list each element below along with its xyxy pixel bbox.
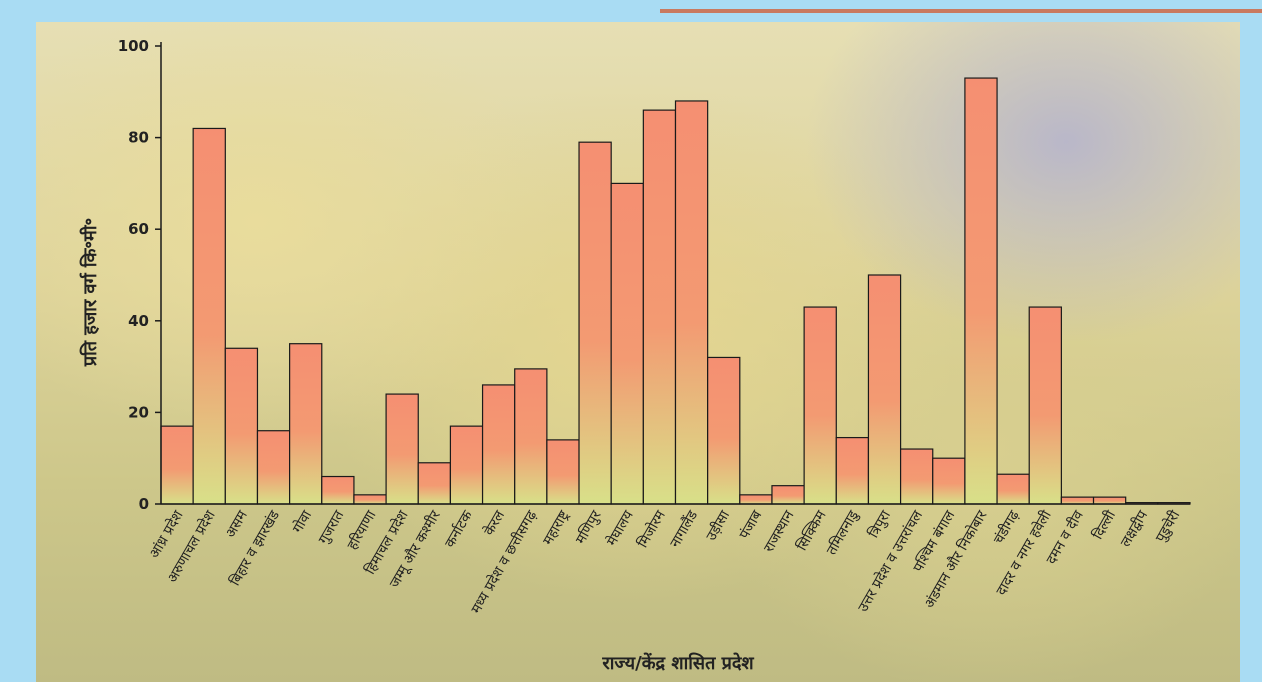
x-category-label: चंडीगढ़	[990, 507, 1023, 547]
bar	[610, 182, 644, 505]
bar	[481, 384, 516, 505]
y-ticks-group: 0 20 40 60 80 100	[118, 37, 161, 513]
bar-chart: 0 20 40 60 80 100 आंध्र प्रदेशअरुणाचल प्रदेश अ…	[79, 37, 1191, 674]
x-category-label: महाराष्ट्र	[540, 507, 573, 548]
x-category-label: उड़ीसा	[703, 507, 734, 543]
bar	[449, 425, 484, 505]
x-category-label: पंजाब	[737, 507, 766, 542]
bar	[899, 448, 934, 505]
bar	[289, 343, 323, 505]
x-category-label: तमिलनाडु	[823, 507, 862, 558]
bar	[771, 485, 805, 505]
bar	[160, 425, 194, 505]
bar	[321, 475, 355, 505]
bar	[803, 306, 837, 505]
x-category-label: राजस्थान	[761, 508, 798, 555]
bar	[578, 141, 612, 505]
bar	[514, 368, 548, 505]
bar	[867, 274, 902, 505]
x-category-label: असम	[223, 507, 251, 540]
bar	[707, 356, 741, 505]
y-tick-label: 80	[128, 129, 149, 147]
forest-background-panel: 0 20 40 60 80 100 आंध्र प्रदेश अरुणाचल प्रदेश अ…	[36, 22, 1240, 682]
x-category-label: गोवा	[289, 507, 315, 536]
axes-group	[160, 42, 1190, 505]
y-tick-label: 20	[128, 403, 149, 421]
x-category-label: मध्य प्रदेश व छत्तीसगढ़	[467, 507, 540, 617]
bar	[932, 457, 966, 505]
x-category-label: कर्नाटक	[441, 507, 476, 550]
top-rule	[660, 9, 1262, 13]
x-axis-title: राज्य/केंद्र शासित प्रदेश	[601, 652, 754, 674]
bar	[1060, 496, 1095, 505]
y-axis-title: प्रति हजार वर्ग कि॰मी॰	[79, 218, 101, 367]
bar	[835, 436, 870, 505]
bar	[546, 439, 580, 505]
bar	[1092, 496, 1127, 505]
bar	[964, 77, 998, 505]
y-tick-label: 100	[118, 37, 149, 55]
x-category-label: नागालैंड	[666, 507, 701, 550]
x-category-label: मेघालय	[603, 507, 637, 549]
bar	[385, 393, 419, 505]
x-category-label: दिल्ली	[1089, 507, 1119, 542]
x-category-label: लक्षद्वीप	[1117, 507, 1152, 550]
bar	[642, 109, 677, 505]
x-category-label: मिजोरम	[634, 507, 669, 551]
bars-group	[160, 77, 1191, 505]
x-category-label: हरियाणा	[344, 507, 380, 552]
y-tick-label: 0	[139, 495, 149, 513]
bar	[192, 127, 226, 505]
bar	[256, 430, 291, 505]
bar	[739, 494, 773, 505]
bar	[996, 473, 1030, 505]
x-category-label: सिक्किम	[793, 507, 830, 554]
x-category-label: केरल	[480, 507, 508, 538]
bar	[224, 347, 259, 505]
x-category-label: पुडुचेरी	[1152, 507, 1184, 545]
y-tick-label: 40	[128, 312, 149, 330]
x-category-label: त्रिपुरा	[865, 507, 894, 541]
bar	[1028, 306, 1062, 505]
bar	[674, 100, 709, 505]
bar	[417, 462, 452, 505]
bar	[353, 494, 387, 505]
x-category-label: मणिपुर	[572, 507, 605, 547]
x-category-label: गुजरात	[316, 507, 348, 547]
y-tick-label: 60	[128, 220, 149, 238]
